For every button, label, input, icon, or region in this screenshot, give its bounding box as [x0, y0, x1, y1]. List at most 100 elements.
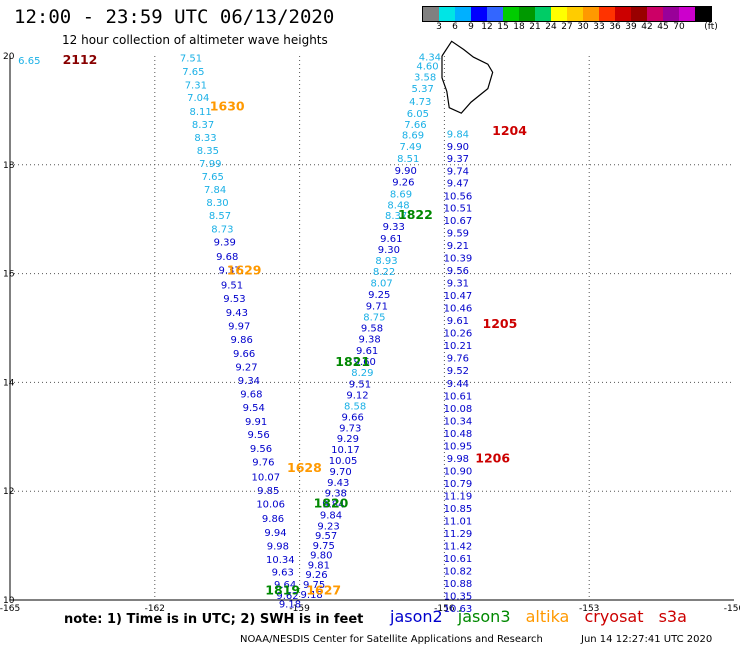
wave-height-value: 8.22	[373, 267, 395, 278]
wave-height-value: 9.61	[356, 346, 378, 357]
wave-height-value: 3.58	[414, 72, 436, 83]
wave-height-value: 9.34	[238, 376, 260, 387]
wave-height-value: 9.18	[279, 600, 301, 611]
pass-label: 1820	[314, 496, 349, 511]
wave-height-value: 9.51	[221, 280, 243, 291]
wave-height-value: 9.56	[250, 444, 272, 455]
wave-height-value: 9.84	[322, 500, 344, 511]
wave-height-value: 7.51	[180, 53, 202, 64]
wave-height-value: 6.05	[407, 109, 429, 120]
wave-height-value: 9.44	[447, 379, 469, 390]
wave-height-value: 10.67	[444, 216, 473, 227]
pass-label: 1821	[335, 354, 370, 369]
wave-height-value: 9.86	[262, 514, 284, 525]
color-swatch	[503, 7, 519, 21]
wave-height-value: 7.31	[185, 81, 207, 92]
wave-height-value: 9.66	[342, 412, 364, 423]
wave-height-value: 10.56	[444, 192, 473, 203]
wave-height-value: 10.90	[444, 466, 473, 477]
wave-height-value: 7.66	[404, 120, 426, 131]
wave-height-value: 10.95	[444, 441, 473, 452]
wave-height-value: 7.49	[399, 142, 421, 153]
color-scale-label: 6	[452, 22, 458, 32]
wave-height-value: 9.57	[315, 531, 337, 542]
y-tick-label: 18	[3, 161, 15, 171]
wave-height-value: 9.47	[447, 179, 469, 190]
wave-height-value: 10.08	[444, 404, 473, 415]
wave-height-value: 9.76	[252, 458, 274, 469]
color-swatch	[567, 7, 583, 21]
color-scale-label: 3	[436, 22, 442, 32]
wave-height-value: 7.04	[187, 93, 209, 104]
pass-label: 1628	[287, 460, 322, 475]
color-swatch	[615, 7, 631, 21]
wave-height-value: 10.06	[256, 500, 285, 511]
pass-label: 1629	[227, 263, 262, 278]
wave-height-value: 9.26	[305, 570, 327, 581]
wave-height-value: 9.61	[380, 234, 402, 245]
pass-label: 1819	[265, 583, 300, 598]
wave-height-value: 8.75	[363, 312, 385, 323]
wave-height-value: 10.82	[444, 566, 473, 577]
page-title: 12:00 - 23:59 UTC 06/13/2020	[14, 6, 335, 28]
color-scale-label: 27	[561, 22, 573, 32]
color-swatch	[583, 7, 599, 21]
wave-height-value: 9.29	[337, 434, 359, 445]
wave-height-value: 8.30	[206, 198, 228, 209]
wave-height-value: 9.86	[231, 335, 253, 346]
color-scale-label: 9	[468, 22, 474, 32]
wave-height-value: 9.61	[447, 316, 469, 327]
pass-label: 1206	[475, 450, 510, 465]
wave-height-value: 9.25	[368, 290, 390, 301]
wave-height-value: 9.75	[303, 580, 325, 591]
wave-height-value: 8.73	[211, 224, 233, 235]
wave-height-value: 8.11	[190, 107, 212, 118]
color-scale-label: 30	[577, 22, 589, 32]
wave-height-value: 9.98	[447, 454, 469, 465]
wave-height-value: 10.47	[444, 291, 473, 302]
x-tick-label: -150	[724, 604, 740, 614]
pass-label: 2112	[63, 52, 98, 67]
wave-height-value: 8.69	[390, 189, 412, 200]
wave-height-value: 9.53	[223, 294, 245, 305]
wave-height-value: 9.56	[447, 266, 469, 277]
color-scale-label: 15	[497, 22, 509, 32]
color-scale-label: 24	[545, 22, 557, 32]
wave-height-value: 9.63	[272, 568, 294, 579]
wave-height-value: 9.43	[327, 478, 349, 489]
wave-height-value: 10.63	[444, 604, 473, 615]
wave-height-value: 9.21	[447, 241, 469, 252]
wave-height-value: 8.29	[351, 368, 373, 379]
wave-height-value: 8.35	[197, 146, 219, 157]
wave-height-value: 10.05	[329, 456, 358, 467]
wave-height-value: 10.51	[444, 204, 473, 215]
color-swatch	[551, 7, 567, 21]
color-swatch	[439, 7, 455, 21]
wave-height-value: 10.21	[444, 341, 473, 352]
legend-jason2: jason2	[390, 607, 443, 626]
wave-height-value: 9.97	[228, 322, 250, 333]
wave-height-value: 8.51	[397, 154, 419, 165]
wave-height-value: 10.39	[444, 254, 473, 265]
wave-height-value: 10.26	[444, 329, 473, 340]
wave-height-value: 9.68	[216, 252, 238, 263]
color-swatch	[519, 7, 535, 21]
wave-height-value: 9.75	[313, 541, 335, 552]
wave-height-value: 9.12	[346, 391, 368, 402]
wave-height-value: 8.37	[192, 120, 214, 131]
wave-height-value: 9.85	[257, 486, 279, 497]
wave-height-value: 9.74	[447, 167, 469, 178]
pass-label: 1205	[483, 316, 518, 331]
wave-height-value: 9.91	[245, 417, 267, 428]
wave-height-value: 11.01	[444, 516, 473, 527]
wave-height-value: 9.71	[366, 302, 388, 313]
x-tick-label: -153	[579, 604, 599, 614]
wave-height-value: 10.48	[444, 429, 473, 440]
color-swatch	[695, 7, 711, 21]
color-swatch	[679, 7, 695, 21]
wave-height-value: 7.99	[199, 159, 221, 170]
wave-height-value: 9.98	[267, 541, 289, 552]
wave-height-value: 7.65	[182, 67, 204, 78]
wave-height-value: 9.66	[233, 349, 255, 360]
